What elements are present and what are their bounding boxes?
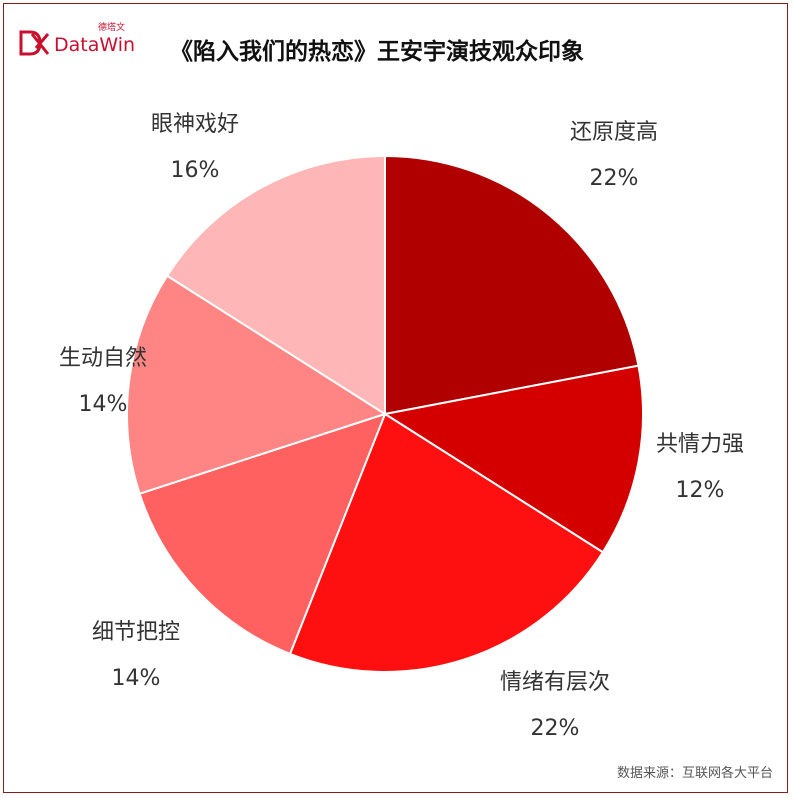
pie-slice-2 (288, 412, 605, 673)
pie-slice-1 (382, 364, 644, 554)
slice-name-3: 细节把控 (91, 620, 180, 645)
logo-brand-text: DataWin (54, 34, 136, 56)
slice-percent-2: 22% (530, 716, 580, 741)
data-source: 数据来源：互联网各大平台 (617, 762, 773, 781)
logo-subtitle: 德塔文 (98, 23, 126, 33)
slice-name-1: 共情力强 (655, 432, 744, 457)
chart-title: 《陷入我们的热恋》王安宇演技观众印象 (170, 39, 584, 65)
slice-percent-3: 14% (111, 666, 161, 691)
slice-label-4: 生动自然 14% (13, 344, 193, 420)
slice-name-0: 还原度高 (569, 120, 658, 145)
pie-slice-4 (126, 274, 388, 495)
chart-frame (3, 3, 788, 793)
pie-slice-5 (165, 154, 386, 416)
slice-label-2: 情绪有层次 22% (465, 668, 645, 744)
slice-name-5: 眼神戏好 (150, 112, 239, 137)
slice-label-5: 眼神戏好 16% (105, 110, 285, 186)
source-label: 数据来源： (616, 766, 682, 781)
slice-percent-5: 16% (170, 158, 220, 183)
slice-percent-4: 14% (78, 392, 128, 417)
slice-label-3: 细节把控 14% (46, 618, 226, 694)
source-value: 互联网各大平台 (681, 766, 773, 781)
datawin-logo: 德塔文 DataWin (18, 23, 136, 64)
slice-name-2: 情绪有层次 (499, 670, 610, 695)
pie-slice-0 (384, 154, 640, 416)
slice-label-0: 还原度高 22% (524, 118, 704, 194)
slice-label-1: 共情力强 12% (610, 430, 790, 506)
datawin-logo-icon (19, 30, 50, 56)
slice-percent-0: 22% (589, 166, 639, 191)
slice-name-4: 生动自然 (58, 346, 147, 371)
slice-percent-1: 12% (675, 478, 725, 503)
